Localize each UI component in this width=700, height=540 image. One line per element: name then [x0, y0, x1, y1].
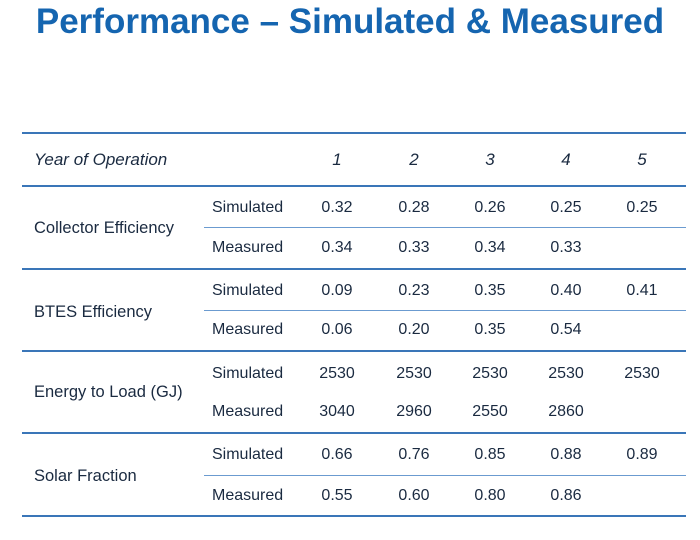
- header-year-5: 5: [637, 150, 647, 169]
- table-cell: 0.25: [626, 199, 658, 216]
- table-cell: 0.35: [474, 282, 506, 299]
- header-rule: [22, 185, 686, 187]
- table-cell: 2960: [396, 403, 432, 420]
- table-cell: 0.76: [398, 446, 430, 463]
- table-cell: 0.28: [398, 199, 430, 216]
- table-cell: 0.33: [398, 239, 430, 256]
- table-cell: 0.55: [321, 487, 353, 504]
- table-cell: 0.60: [398, 487, 430, 504]
- table-cell: 2530: [472, 365, 508, 382]
- table-cell: 0.54: [550, 321, 582, 338]
- table-cell: 0.09: [321, 282, 353, 299]
- table-bottom-rule: [22, 515, 686, 517]
- table-cell: 3040: [319, 403, 355, 420]
- table-cell: 0.80: [474, 487, 506, 504]
- header-year-1: 1: [332, 150, 342, 169]
- group-label-energy-to-load: Energy to Load (GJ): [34, 383, 183, 401]
- header-year-3: 3: [485, 150, 495, 169]
- group-label-collector-efficiency: Collector Efficiency: [34, 219, 175, 237]
- row-type-label: Simulated: [212, 446, 284, 463]
- table-cell: 0.06: [321, 321, 353, 338]
- row-type-label: Measured: [212, 321, 284, 338]
- header-year-2: 2: [409, 150, 419, 169]
- table-cell: 0.34: [474, 239, 506, 256]
- row-type-label: Simulated: [212, 199, 284, 216]
- table-cell: 2530: [396, 365, 432, 382]
- table-cell: 2860: [548, 403, 584, 420]
- table-cell: 2530: [624, 365, 660, 382]
- header-label: Year of Operation: [34, 150, 168, 169]
- row-type-label: Measured: [212, 403, 284, 420]
- group-rule: [22, 350, 686, 352]
- table-cell: 2550: [472, 403, 508, 420]
- group-rule: [22, 432, 686, 434]
- table-cell: 0.32: [321, 199, 353, 216]
- subrow-rule: [204, 227, 686, 228]
- row-type-label: Measured: [212, 487, 284, 504]
- table-cell: 0.66: [321, 446, 353, 463]
- table-cell: 2530: [319, 365, 355, 382]
- subrow-rule: [204, 475, 686, 476]
- table-cell: 0.89: [626, 446, 658, 463]
- table-top-rule: [22, 132, 686, 134]
- table-cell: 0.35: [474, 321, 506, 338]
- table-cell: 0.41: [626, 282, 658, 299]
- table-cell: 0.88: [550, 446, 582, 463]
- table-cell: 0.25: [550, 199, 582, 216]
- table-cell: 0.23: [398, 282, 430, 299]
- table-cell: 0.85: [474, 446, 506, 463]
- row-type-label: Simulated: [212, 282, 284, 299]
- row-type-label: Simulated: [212, 365, 284, 382]
- table-cell: 0.86: [550, 487, 582, 504]
- table-cell: 2530: [548, 365, 584, 382]
- header-year-4: 4: [561, 150, 571, 169]
- subrow-rule: [204, 310, 686, 311]
- group-label-solar-fraction: Solar Fraction: [34, 467, 137, 485]
- table-cell: 0.26: [474, 199, 506, 216]
- row-type-label: Measured: [212, 239, 284, 256]
- table-cell: 0.33: [550, 239, 582, 256]
- group-rule: [22, 268, 686, 270]
- page-title: Performance – Simulated & Measured: [35, 2, 665, 41]
- group-label-btes-efficiency: BTES Efficiency: [34, 303, 152, 321]
- table-cell: 0.20: [398, 321, 430, 338]
- table-cell: 0.34: [321, 239, 353, 256]
- table-cell: 0.40: [550, 282, 582, 299]
